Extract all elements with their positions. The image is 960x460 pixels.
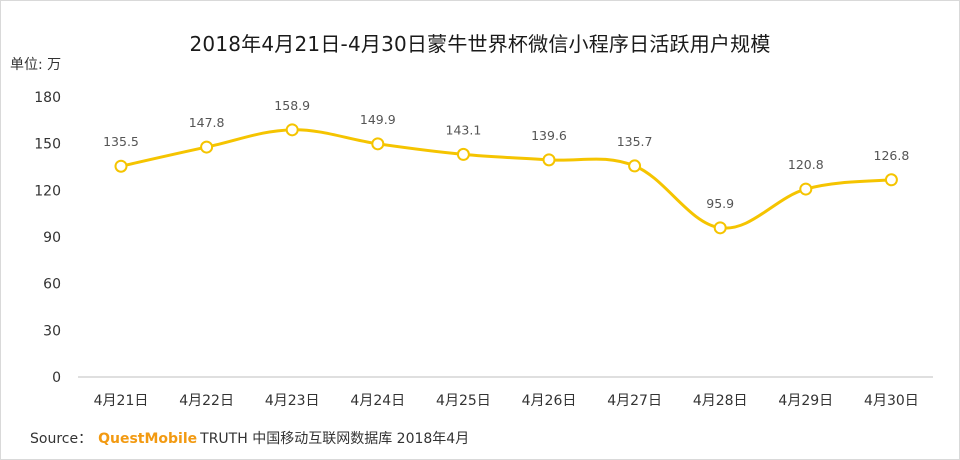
data-labels: 135.5 147.8 158.9 149.9 143.1 139.6 135.7 95.9 1… — [103, 98, 909, 211]
data-point — [114, 159, 128, 173]
data-point — [542, 153, 556, 167]
x-axis-ticks: 4月21日 4月22日 4月23日 4月24日 4月25日 4月26日 4月27日 4月28日… — [94, 393, 919, 409]
y-tick-label: 180 — [34, 90, 61, 106]
data-label: 147.8 — [189, 115, 225, 130]
x-tick-label: 4月21日 — [94, 393, 149, 409]
data-label: 139.6 — [531, 128, 567, 143]
source-brand: QuestMobile — [98, 431, 198, 447]
x-tick-label: 4月28日 — [693, 393, 748, 409]
data-label: 135.5 — [103, 134, 139, 149]
data-point — [884, 173, 898, 187]
data-points — [114, 123, 898, 235]
y-tick-label: 30 — [43, 323, 61, 339]
source-note: Source： QuestMobile TRUTH 中国移动互联网数据库 2018年… — [30, 428, 469, 448]
y-tick-label: 90 — [43, 230, 61, 246]
data-point — [285, 123, 299, 137]
data-label: 149.9 — [360, 112, 396, 127]
data-point — [200, 140, 214, 154]
x-tick-label: 4月22日 — [179, 393, 234, 409]
data-label: 143.1 — [446, 122, 482, 137]
x-tick-label: 4月23日 — [265, 393, 320, 409]
data-point — [799, 182, 813, 196]
y-tick-label: 120 — [34, 183, 61, 199]
chart-title: 2018年4月21日-4月30日蒙牛世界杯微信小程序日活跃用户规模 — [189, 32, 771, 56]
source-prefix: Source： — [30, 431, 93, 447]
y-tick-label: 60 — [43, 277, 61, 293]
source-text: TRUTH 中国移动互联网数据库 2018年4月 — [200, 431, 470, 447]
data-point — [456, 147, 470, 161]
unit-label: 单位: 万 — [10, 57, 62, 73]
x-tick-label: 4月29日 — [778, 393, 833, 409]
y-axis-ticks: 0 30 60 90 120 150 180 — [34, 90, 61, 386]
x-tick-label: 4月25日 — [436, 393, 491, 409]
data-point — [371, 137, 385, 151]
data-label: 95.9 — [706, 196, 734, 211]
data-label: 158.9 — [274, 98, 310, 113]
series-line — [119, 128, 893, 230]
data-label: 135.7 — [617, 134, 653, 149]
data-point — [713, 221, 727, 235]
data-point — [628, 159, 642, 173]
x-tick-label: 4月24日 — [350, 393, 405, 409]
y-tick-label: 150 — [34, 137, 61, 153]
x-tick-label: 4月30日 — [864, 393, 919, 409]
data-label: 126.8 — [874, 148, 910, 163]
x-tick-label: 4月27日 — [607, 393, 662, 409]
data-label: 120.8 — [788, 157, 824, 172]
y-tick-label: 0 — [52, 370, 61, 386]
x-tick-label: 4月26日 — [522, 393, 577, 409]
